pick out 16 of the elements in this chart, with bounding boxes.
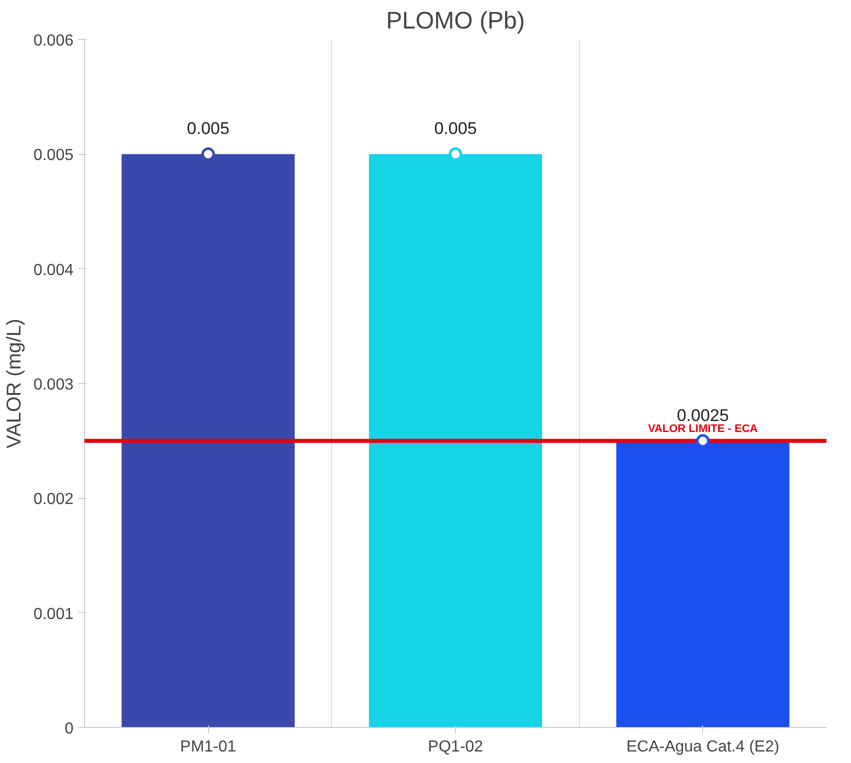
y-tick-label: 0.004 — [33, 262, 74, 279]
y-tick-label: 0 — [64, 720, 74, 738]
y-tick-label: 0.001 — [33, 606, 74, 623]
data-label: 0.0025 — [676, 406, 729, 425]
data-label: 0.005 — [186, 119, 230, 138]
ref-line-label: VALOR LIMITE - ECA — [648, 422, 758, 435]
chart-title: PLOMO (Pb) — [386, 8, 525, 34]
x-tick-label: PQ1-02 — [428, 738, 484, 756]
y-tick-label: 0.002 — [33, 491, 74, 508]
y-tick-label: 0.005 — [33, 147, 74, 164]
x-tick-label: ECA-Agua Cat.4 (E2) — [626, 738, 780, 756]
data-label: 0.005 — [434, 119, 477, 138]
x-tick-label: PM1-01 — [180, 738, 236, 756]
y-axis-title: VALOR (mg/L) — [3, 318, 26, 448]
y-tick-label: 0.006 — [33, 32, 74, 50]
y-tick-label: 0.003 — [33, 376, 74, 394]
